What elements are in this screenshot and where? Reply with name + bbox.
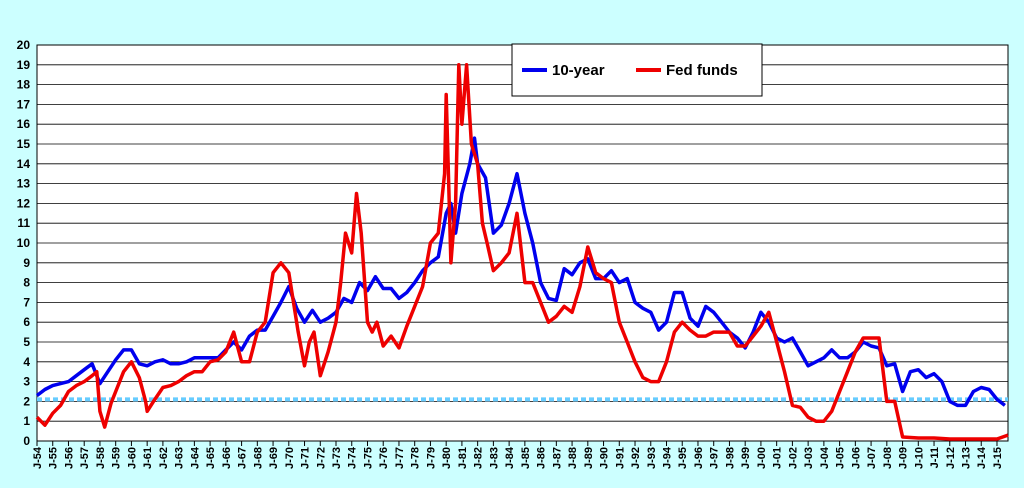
y-tick-label: 15 [17, 137, 31, 151]
x-tick-label: J-04 [819, 446, 831, 469]
x-tick-label: J-12 [945, 447, 957, 469]
y-tick-label: 5 [23, 335, 30, 349]
x-tick-label: J-10 [913, 447, 925, 469]
y-tick-label: 11 [17, 216, 30, 230]
x-tick-label: J-66 [221, 447, 233, 469]
x-tick-label: J-11 [929, 447, 941, 468]
x-tick-label: J-93 [646, 447, 658, 469]
x-tick-label: J-61 [142, 447, 154, 469]
x-tick-label: J-81 [457, 447, 469, 469]
y-tick-label: 19 [17, 58, 31, 72]
x-tick-label: J-65 [205, 447, 217, 469]
y-tick-label: 6 [23, 315, 30, 329]
x-tick-label: J-07 [866, 447, 878, 469]
x-tick-label: J-87 [551, 447, 563, 469]
x-tick-label: J-15 [992, 447, 1004, 469]
y-tick-label: 2 [23, 394, 30, 408]
x-tick-label: J-14 [976, 446, 988, 469]
x-tick-label: J-63 [174, 447, 186, 469]
x-tick-label: J-85 [520, 447, 532, 469]
x-tick-label: J-75 [362, 447, 374, 469]
x-tick-label: J-05 [835, 447, 847, 469]
x-tick-label: J-82 [473, 447, 485, 469]
x-tick-label: J-00 [756, 447, 768, 469]
x-tick-label: J-60 [126, 447, 138, 469]
legend-label-10-year: 10-year [552, 62, 605, 79]
y-tick-label: 13 [17, 177, 31, 191]
x-tick-label: J-55 [48, 447, 60, 469]
y-tick-label: 7 [23, 295, 30, 309]
y-tick-label: 18 [17, 78, 31, 92]
x-tick-label: J-58 [95, 447, 107, 469]
y-tick-label: 16 [17, 117, 31, 131]
y-tick-label: 8 [23, 276, 30, 290]
x-tick-label: J-13 [961, 447, 973, 469]
legend: 10-year Fed funds [511, 43, 763, 97]
x-tick-label: J-99 [740, 447, 752, 469]
x-tick-label: J-94 [661, 446, 673, 469]
x-tick-label: J-84 [504, 446, 516, 469]
x-axis-ticks: J-54 J-55 J-56 J-57 J-58 J-59 J-60 J-61 J-62 J-63… [32, 441, 1004, 469]
x-tick-label: J-68 [252, 447, 264, 469]
y-tick-label: 9 [23, 256, 30, 270]
x-tick-label: J-78 [410, 447, 422, 469]
x-tick-label: J-64 [189, 446, 201, 469]
x-tick-label: J-03 [803, 447, 815, 469]
x-tick-label: J-01 [772, 447, 784, 469]
x-tick-label: J-96 [693, 447, 705, 469]
x-tick-label: J-09 [898, 447, 910, 469]
x-tick-label: J-77 [394, 447, 406, 469]
x-tick-label: J-83 [488, 447, 500, 469]
y-tick-label: 10 [17, 236, 31, 250]
y-tick-label: 20 [17, 38, 31, 52]
x-tick-label: J-71 [300, 447, 312, 469]
x-tick-label: J-69 [268, 447, 280, 469]
y-tick-label: 17 [17, 97, 31, 111]
x-tick-label: J-62 [158, 447, 170, 469]
x-tick-label: J-80 [441, 447, 453, 469]
x-tick-label: J-97 [709, 447, 721, 469]
y-tick-label: 3 [23, 375, 30, 389]
y-tick-label: 4 [23, 355, 30, 369]
x-tick-label: J-74 [347, 446, 359, 469]
x-tick-label: J-95 [677, 447, 689, 469]
x-tick-label: J-57 [79, 447, 91, 469]
x-tick-label: J-56 [63, 447, 75, 469]
x-tick-label: J-89 [583, 447, 595, 469]
x-tick-label: J-02 [787, 447, 799, 469]
x-tick-label: J-88 [567, 447, 579, 469]
x-tick-label: J-91 [614, 447, 626, 469]
x-tick-label: J-54 [32, 446, 44, 469]
x-tick-label: J-67 [237, 447, 249, 469]
series-line-fed-funds [35, 63, 1009, 441]
x-tick-label: J-59 [111, 447, 123, 469]
x-tick-label: J-90 [599, 447, 611, 469]
series [35, 63, 1009, 441]
x-tick-label: J-72 [315, 447, 327, 469]
x-tick-label: J-98 [724, 447, 736, 469]
x-tick-label: J-79 [425, 447, 437, 469]
series-line-10-year [35, 136, 1006, 408]
x-tick-label: J-76 [378, 447, 390, 469]
x-tick-label: J-08 [882, 447, 894, 469]
y-tick-label: 0 [23, 434, 30, 448]
y-tick-label: 14 [17, 157, 31, 171]
y-tick-label: 1 [23, 414, 30, 428]
y-tick-label: 12 [17, 196, 31, 210]
legend-label-fed-funds: Fed funds [666, 62, 738, 79]
x-tick-label: J-86 [536, 447, 548, 469]
x-tick-label: J-73 [331, 447, 343, 469]
x-tick-label: J-92 [630, 447, 642, 469]
x-tick-label: J-06 [850, 447, 862, 469]
x-tick-label: J-70 [284, 447, 296, 469]
